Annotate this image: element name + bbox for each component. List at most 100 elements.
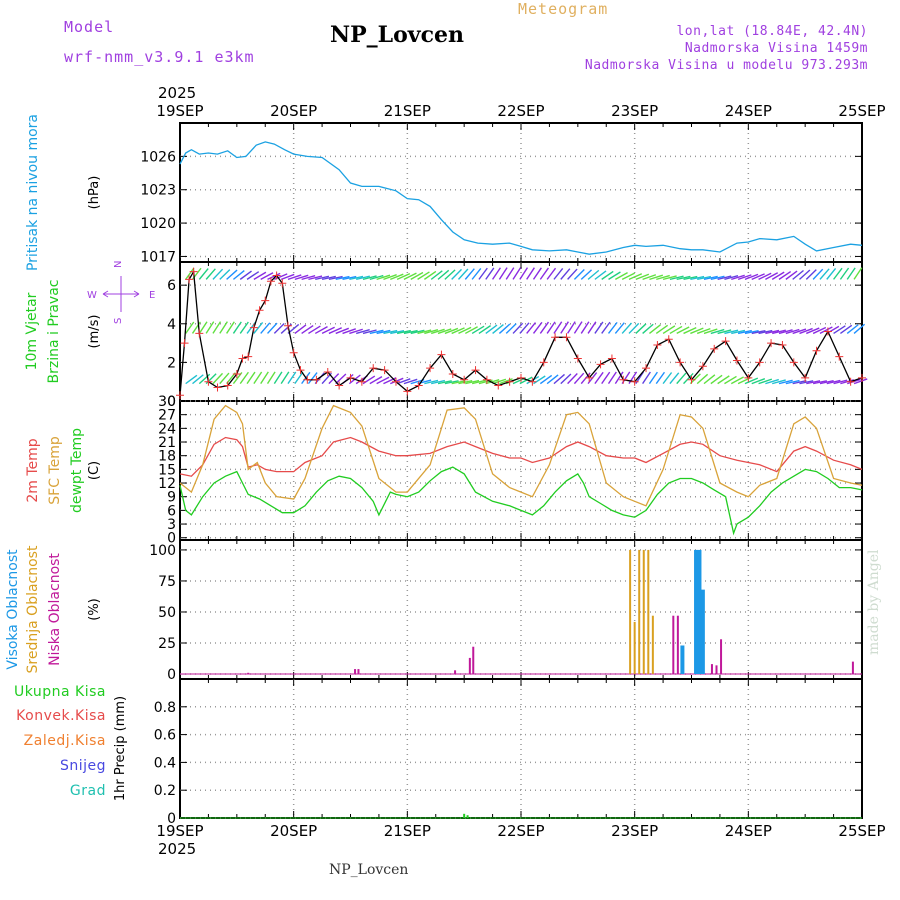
wind-vector [560,268,571,280]
y-tick-label: 24 [158,421,176,437]
wind-vector [642,323,654,334]
wind-vector [819,379,834,385]
wind-speed-marker [238,354,247,363]
bar-niska-oblacnost [851,661,854,675]
wind-vector [621,272,636,281]
wind-speed-marker [335,381,344,390]
wind-vector [342,328,356,335]
wind-vector [669,275,684,281]
wind-speed-marker [414,381,423,390]
wind-vector [812,326,827,335]
wind-speed-marker [323,368,332,377]
wind-vector [628,371,638,385]
wind-vector [662,275,677,281]
wind-vector [669,372,680,385]
wind-vector [778,271,792,280]
wind-vector [383,377,397,385]
wind-vector [396,329,411,335]
wind-speed-marker [278,279,287,288]
y-tick-label: 1020 [140,216,176,232]
wind-vector [546,267,557,280]
y-tick-label: 21 [158,435,176,451]
wind-vector [676,372,687,385]
wind-vector [349,275,364,281]
wind-speed-marker [494,381,503,390]
x-tick-label-top: 25SEP [838,102,885,120]
wind-vector [526,267,535,280]
series-line-dewpt-temp [179,466,863,536]
y-tick-label: 0 [167,667,176,683]
wind-vector [594,371,604,385]
wind-vector [335,275,350,281]
bar-niska-oblacnost [354,669,357,675]
wind-vector [424,329,439,335]
wind-vector [492,267,502,280]
axis-unit-label: (hPa) [87,176,102,210]
bar-niska-oblacnost [720,639,723,675]
wind-vector [785,379,800,385]
bar-srednja-oblacnost [642,549,645,675]
wind-vector [690,275,705,281]
wind-vector [335,327,350,335]
wind-speed-marker [195,329,204,338]
wind-vector [471,325,485,335]
side-label: Pritisak na nivou mora [25,114,41,271]
wind-speed-marker [204,377,213,386]
wind-vector [573,372,585,385]
x-tick-label-top: 22SEP [497,102,544,120]
wind-vector [846,324,859,334]
wind-vector [799,380,814,385]
series-line-pritisak-na-nivou-mora [179,141,863,255]
wind-vector [833,379,848,385]
side-label: Niska Oblacnost [47,553,63,666]
wind-vector [273,371,283,385]
wind-speed-marker [789,358,798,367]
wind-vector [410,329,425,335]
wind-vector [696,327,711,335]
wind-vector [717,375,730,385]
bar-ukupna-kisa [463,813,466,818]
wind-vector [731,274,745,281]
wind-speed-marker [185,275,194,284]
y-tick-label: 0.2 [154,783,176,799]
wind-speed-marker [505,377,514,386]
wind-vector [751,273,765,281]
wind-vector [539,321,550,334]
wind-vector [608,271,621,280]
wind-vector [778,379,793,385]
wind-vector [744,377,759,385]
wind-vector [267,322,278,334]
wind-vector [198,321,208,334]
wind-speed-marker [244,352,253,361]
wind-vector [349,328,363,335]
wind-vector [805,269,817,280]
wind-speed-marker [664,335,673,344]
wind-vector [731,329,746,335]
y-tick-label: 75 [158,574,176,590]
wind-vector [594,321,604,334]
y-tick-label: 25 [158,636,176,652]
wind-vector [765,329,780,335]
wind-vector [819,326,833,335]
side-label: Snijeg [60,758,106,774]
x-tick-label-top: 21SEP [384,102,431,120]
wind-vector [185,374,198,385]
wind-speed-marker [312,375,321,384]
wind-vector [471,379,486,385]
wind-vector [396,273,411,281]
wind-vector [294,274,309,281]
side-label: 2m Temp [25,438,41,502]
wind-vector [594,270,607,280]
bar-niska-oblacnost [454,670,457,675]
wind-vector [383,329,398,335]
wind-vector [335,373,347,385]
wind-speed-marker [403,387,412,396]
wind-vector [772,329,786,335]
wind-vector [560,373,572,385]
wind-speed-marker [812,346,821,355]
wind-vector [478,379,493,385]
year-label-top: 2025 [158,84,196,102]
series-line-brzina-vjetra [179,269,863,396]
bar-visoka-oblacnost [694,549,699,675]
wind-vector [853,378,868,385]
